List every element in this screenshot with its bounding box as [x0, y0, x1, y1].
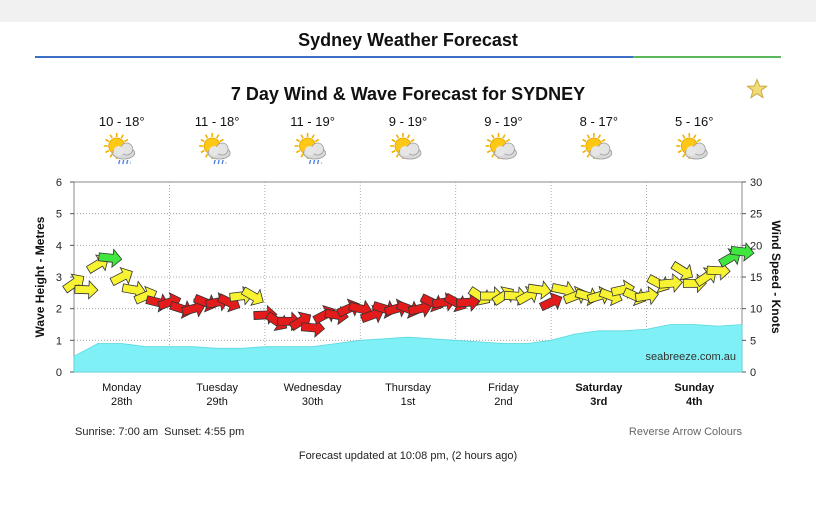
wind-arrow — [109, 266, 133, 287]
chart-title: 7 Day Wind & Wave Forecast for SYDNEY — [230, 84, 586, 104]
partly-cloudy-icon — [485, 133, 517, 160]
day-date: 3rd — [590, 396, 607, 408]
day-name: Monday — [102, 382, 142, 394]
wind-arrow — [527, 280, 552, 300]
partly-cloudy-icon — [580, 133, 613, 160]
right-axis-tick: 0 — [750, 367, 756, 379]
day-temperature: 10 - 18° — [99, 114, 145, 129]
top-bar — [0, 0, 816, 22]
wind-arrow-shape — [455, 292, 481, 313]
day-temperature: 9 - 19° — [484, 114, 522, 129]
left-axis-tick: 6 — [56, 177, 62, 189]
forecast-updated: Forecast updated at 10:08 pm, (2 hours a… — [298, 450, 518, 462]
star-icon[interactable] — [746, 78, 768, 100]
day-name: Sunday — [674, 382, 715, 394]
day-date: 2nd — [494, 396, 512, 408]
day-temperature: 8 - 17° — [580, 114, 618, 129]
right-axis-label: Wind Speed - Knots — [769, 220, 783, 334]
wind-arrow-shape — [109, 266, 133, 287]
wind-arrow — [98, 248, 123, 269]
day-date: 30th — [302, 396, 323, 408]
day-temperature: 5 - 16° — [675, 114, 713, 129]
wind-arrow — [658, 273, 683, 294]
wind-arrow-shape — [658, 273, 683, 294]
header-rule-green — [633, 56, 781, 58]
watermark: seabreeze.com.au — [646, 351, 737, 363]
day-temperature: 11 - 18° — [195, 114, 240, 129]
sunrise-text: Sunrise: 7:00 am — [75, 426, 159, 438]
wind-arrow — [538, 292, 563, 312]
day-temperature: 11 - 19° — [290, 114, 335, 129]
wind-arrow-shape — [288, 311, 312, 332]
day-temperature: 9 - 19° — [389, 114, 427, 129]
forecast-chart: 10 - 18° Monday 28th 11 - 18° Tuesday 29th 11 … — [33, 114, 783, 408]
sun-times: Sunrise: 7:00 am Sunset: 4:55 pm — [75, 426, 244, 438]
day-date: 4th — [686, 396, 703, 408]
day-name: Thursday — [385, 382, 431, 394]
reverse-arrow-colours-link[interactable]: Reverse Arrow Colours — [628, 426, 742, 438]
wind-arrow-shape — [670, 260, 694, 281]
wind-arrow-shape — [74, 279, 99, 300]
day-name: Wednesday — [284, 382, 342, 394]
left-axis-tick: 4 — [56, 240, 62, 252]
left-axis-label: Wave Height - Metres — [33, 216, 47, 337]
wind-arrow-shape — [98, 248, 123, 269]
header-rule-blue — [35, 56, 633, 58]
day-date: 1st — [401, 396, 416, 408]
wind-arrow — [634, 285, 660, 306]
wind-arrow — [62, 273, 85, 294]
wind-arrow — [670, 260, 694, 281]
day-name: Friday — [488, 382, 519, 394]
day-name: Saturday — [575, 382, 623, 394]
wind-arrow-shape — [634, 285, 660, 306]
wind-arrow-shape — [730, 242, 755, 262]
left-axis-tick: 2 — [56, 304, 62, 316]
cloudy-rain-icon — [199, 133, 231, 165]
partly-cloudy-icon — [676, 133, 708, 160]
partly-cloudy-icon — [390, 133, 422, 160]
left-axis-tick: 3 — [56, 272, 62, 284]
right-axis-tick: 20 — [750, 240, 762, 252]
sunset-text: Sunset: 4:55 pm — [164, 426, 245, 438]
day-name: Tuesday — [196, 382, 238, 394]
wind-arrow-shape — [538, 292, 563, 312]
left-axis-tick: 5 — [56, 209, 62, 221]
day-date: 28th — [111, 396, 132, 408]
wind-arrow — [288, 311, 312, 332]
right-axis-tick: 25 — [750, 209, 762, 221]
wave-height-area — [73, 324, 743, 373]
page-title: Sydney Weather Forecast — [298, 30, 518, 50]
wind-arrow-shape — [240, 286, 264, 306]
right-axis-tick: 30 — [750, 177, 762, 189]
wind-arrow — [730, 242, 755, 262]
right-axis-tick: 15 — [750, 272, 762, 284]
cloudy-rain-icon — [103, 133, 136, 165]
wind-arrow — [240, 286, 264, 306]
wind-arrow-shape — [527, 280, 552, 300]
left-axis-tick: 1 — [56, 335, 62, 347]
right-axis-tick: 5 — [750, 335, 756, 347]
cloudy-rain-icon — [294, 133, 326, 165]
wind-arrow-shape — [62, 273, 85, 294]
wind-arrow — [74, 279, 99, 300]
wind-arrow — [455, 292, 481, 313]
left-axis-tick: 0 — [56, 367, 62, 379]
day-date: 29th — [206, 396, 227, 408]
right-axis-tick: 10 — [750, 304, 762, 316]
